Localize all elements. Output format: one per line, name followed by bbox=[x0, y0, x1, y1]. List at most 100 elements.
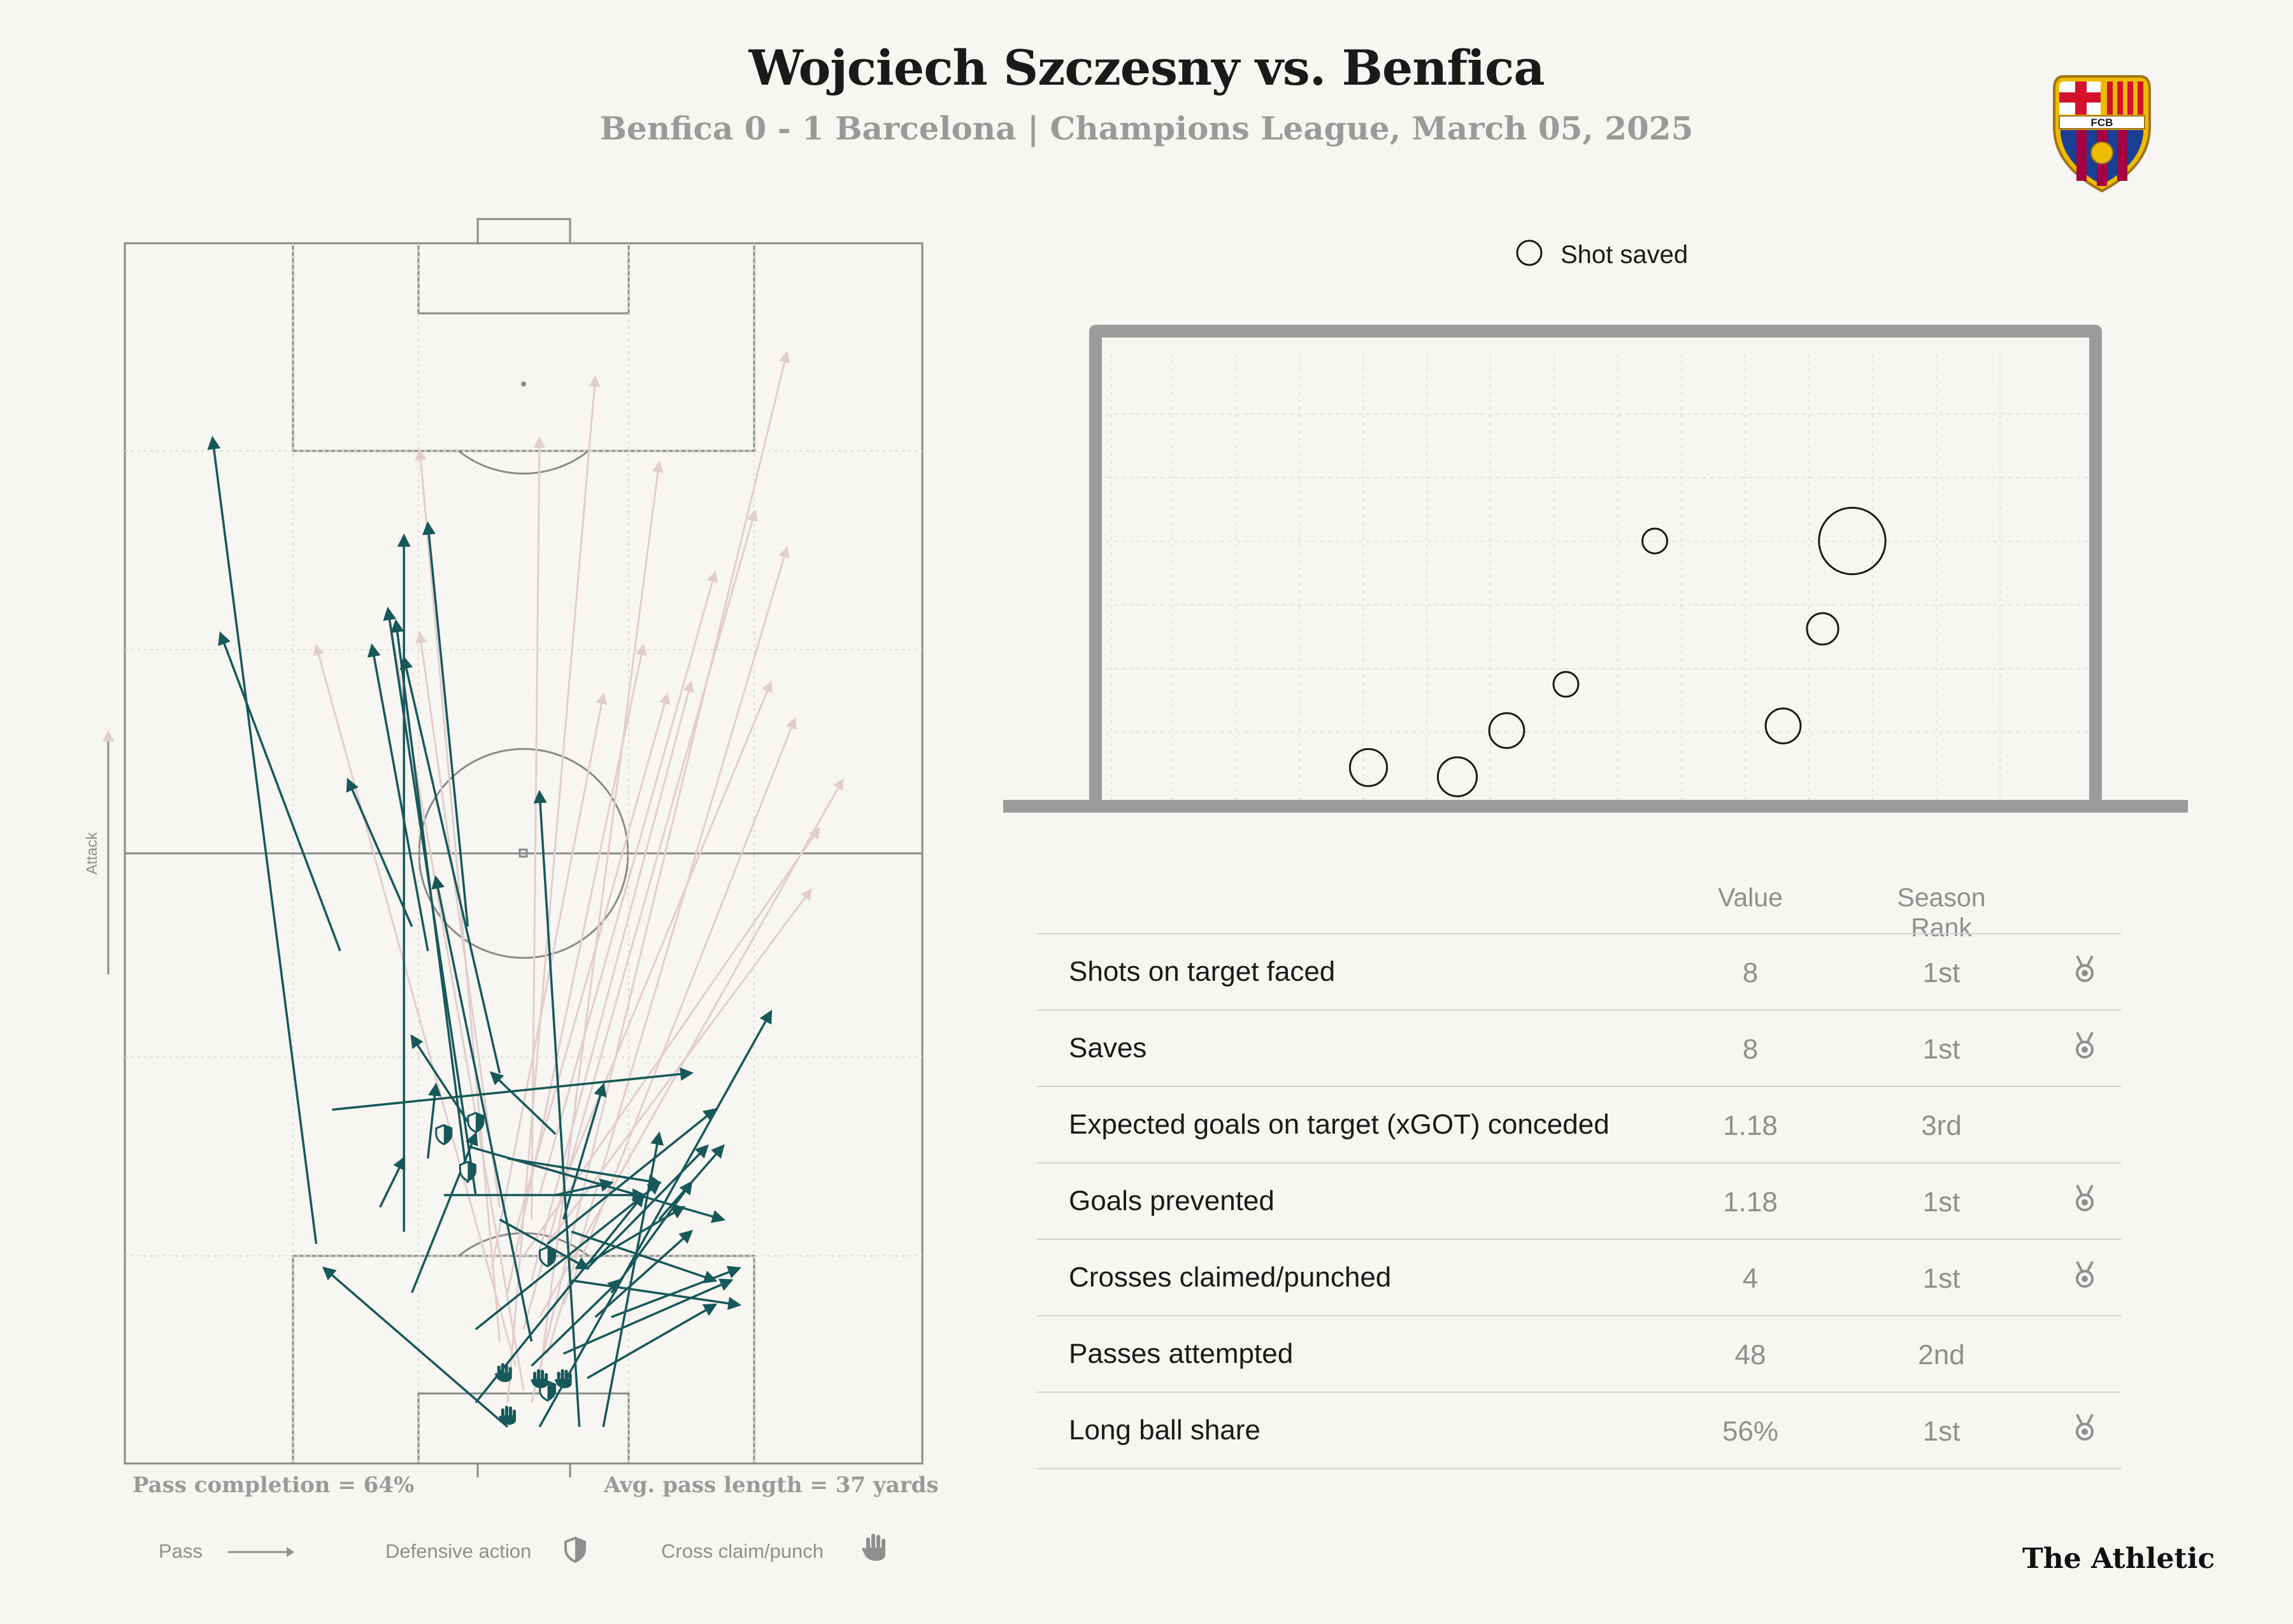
defensive-action-marker bbox=[459, 1160, 476, 1182]
glove-icon bbox=[862, 1534, 885, 1561]
completed-pass-arrow bbox=[475, 1181, 662, 1330]
centre-circle bbox=[418, 748, 629, 959]
completed-pass-arrow bbox=[562, 1278, 734, 1355]
completed-pass-arrow bbox=[390, 618, 469, 1183]
stat-label: Passes attempted bbox=[1069, 1338, 1294, 1369]
completed-pass-arrow bbox=[499, 1218, 590, 1270]
top-goal bbox=[476, 218, 571, 245]
incomplete-pass-arrow bbox=[538, 570, 718, 1195]
incomplete-pass-arrow bbox=[515, 692, 671, 1232]
completed-pass-arrow bbox=[571, 1279, 742, 1310]
completed-pass-arrow bbox=[489, 1071, 557, 1135]
medal-icon bbox=[2076, 1414, 2094, 1441]
stat-row: Crosses claimed/punched 4 1st bbox=[1037, 1239, 2121, 1315]
shot-saved-marker bbox=[1348, 748, 1389, 787]
goal-net-grid bbox=[1099, 353, 2089, 802]
fc-barcelona-crest-icon: FCB bbox=[2053, 75, 2151, 193]
stat-rank: 2nd bbox=[1918, 1339, 1965, 1371]
top-six-yard-box bbox=[417, 242, 630, 315]
cross-claim-marker bbox=[498, 1406, 516, 1425]
shot-saved-marker bbox=[1818, 506, 1887, 576]
bottom-penalty-area bbox=[292, 1255, 755, 1465]
completed-pass-arrow bbox=[207, 436, 318, 1244]
rank-column-header: Season Rank bbox=[1897, 883, 1986, 942]
pass-arrow-icon bbox=[228, 1547, 294, 1557]
incomplete-pass-arrow bbox=[415, 631, 501, 1207]
shot-saved-marker bbox=[1806, 612, 1839, 646]
completed-pass-arrow bbox=[467, 1145, 726, 1223]
bottom-goal bbox=[476, 1462, 571, 1478]
stat-row: Goals prevented 1.18 1st bbox=[1037, 1162, 2121, 1239]
stat-value: 8 bbox=[1742, 1034, 1759, 1065]
legend-cross-claim-label: Cross claim/punch bbox=[661, 1540, 824, 1562]
incomplete-pass-arrow bbox=[531, 680, 694, 1281]
stat-rank: 1st bbox=[1922, 957, 1961, 988]
stats-table: Value Season Rank Shots on target faced 8… bbox=[1037, 873, 2121, 1469]
completed-pass-arrow bbox=[594, 1230, 694, 1318]
incomplete-pass-arrow bbox=[531, 436, 545, 1220]
cross-claim-marker bbox=[531, 1369, 548, 1388]
chart-subtitle: Benfica 0 - 1 Barcelona | Champions Leag… bbox=[599, 110, 1694, 147]
completed-pass-arrow bbox=[533, 790, 581, 1427]
legend-pass-label: Pass bbox=[159, 1540, 203, 1562]
shot-saved-legend-label: Shot saved bbox=[1561, 241, 1689, 269]
incomplete-pass-arrow bbox=[531, 350, 790, 1403]
stat-value: 1.18 bbox=[1723, 1110, 1778, 1141]
stat-rank: 1st bbox=[1922, 1416, 1961, 1447]
completed-pass-arrow bbox=[586, 1144, 709, 1269]
completed-pass-arrow bbox=[587, 1303, 718, 1379]
centre-spot bbox=[518, 848, 528, 858]
stat-value: 8 bbox=[1742, 957, 1759, 988]
stat-label: Shots on target faced bbox=[1069, 956, 1336, 987]
completed-pass-arrow bbox=[410, 1034, 469, 1123]
shield-icon bbox=[564, 1536, 586, 1563]
stat-row: Long ball share 56% 1st bbox=[1037, 1392, 2121, 1469]
completed-pass-arrow bbox=[346, 778, 413, 927]
completed-pass-arrow bbox=[610, 1180, 693, 1293]
stat-value: 1.18 bbox=[1723, 1186, 1778, 1218]
stats-header-row: Value Season Rank bbox=[1037, 873, 2121, 942]
legend-defensive-label: Defensive action bbox=[385, 1540, 532, 1562]
completed-pass-arrow bbox=[399, 655, 501, 1074]
crest-text: FCB bbox=[2091, 117, 2113, 129]
completed-pass-arrow bbox=[218, 631, 341, 951]
defensive-action-marker bbox=[467, 1111, 485, 1134]
incomplete-pass-arrow bbox=[490, 692, 608, 1269]
medal-icon bbox=[2076, 955, 2094, 982]
incomplete-pass-arrow bbox=[562, 680, 773, 1183]
stat-label: Crosses claimed/punched bbox=[1069, 1262, 1392, 1293]
completed-pass-arrow bbox=[546, 1108, 717, 1245]
cross-claim-marker bbox=[554, 1369, 572, 1388]
completed-pass-arrow bbox=[531, 1278, 622, 1367]
goal-shot-map bbox=[1003, 325, 2188, 813]
shot-saved-marker bbox=[1641, 527, 1668, 555]
top-penalty-area bbox=[292, 242, 755, 452]
top-penalty-spot bbox=[521, 381, 526, 387]
shot-saved-marker bbox=[1764, 707, 1802, 744]
shot-saved-marker bbox=[1488, 712, 1525, 749]
completed-pass-arrow bbox=[422, 521, 469, 927]
completed-pass-arrow bbox=[379, 1156, 406, 1208]
stat-rank: 1st bbox=[1922, 1034, 1961, 1065]
avg-pass-length-stat: Avg. pass length = 37 yards bbox=[604, 1472, 939, 1498]
stat-value: 4 bbox=[1742, 1263, 1759, 1294]
incomplete-pass-arrow bbox=[538, 460, 664, 1379]
incomplete-pass-arrow bbox=[546, 546, 790, 1354]
cross-claim-marker bbox=[494, 1363, 512, 1383]
completed-pass-arrow bbox=[507, 1157, 662, 1188]
pitch-grid bbox=[125, 243, 922, 1464]
completed-pass-arrow bbox=[562, 1083, 607, 1220]
completed-pass-arrow bbox=[367, 643, 429, 951]
completed-pass-arrow bbox=[427, 1082, 441, 1159]
completed-pass-arrow bbox=[332, 1067, 694, 1111]
completed-pass-arrow bbox=[538, 1009, 773, 1428]
the-athletic-logo: The Athletic bbox=[2022, 1542, 2215, 1575]
completed-pass-arrow bbox=[611, 1265, 741, 1318]
medal-icon bbox=[2076, 1032, 2094, 1058]
stat-value: 56% bbox=[1722, 1416, 1779, 1447]
incomplete-pass-arrow bbox=[538, 778, 844, 1318]
bottom-six-yard-box bbox=[417, 1392, 630, 1465]
pass-completion-stat: Pass completion = 64% bbox=[132, 1472, 415, 1498]
stat-value: 48 bbox=[1734, 1339, 1766, 1371]
goal-frame bbox=[1089, 325, 2102, 806]
